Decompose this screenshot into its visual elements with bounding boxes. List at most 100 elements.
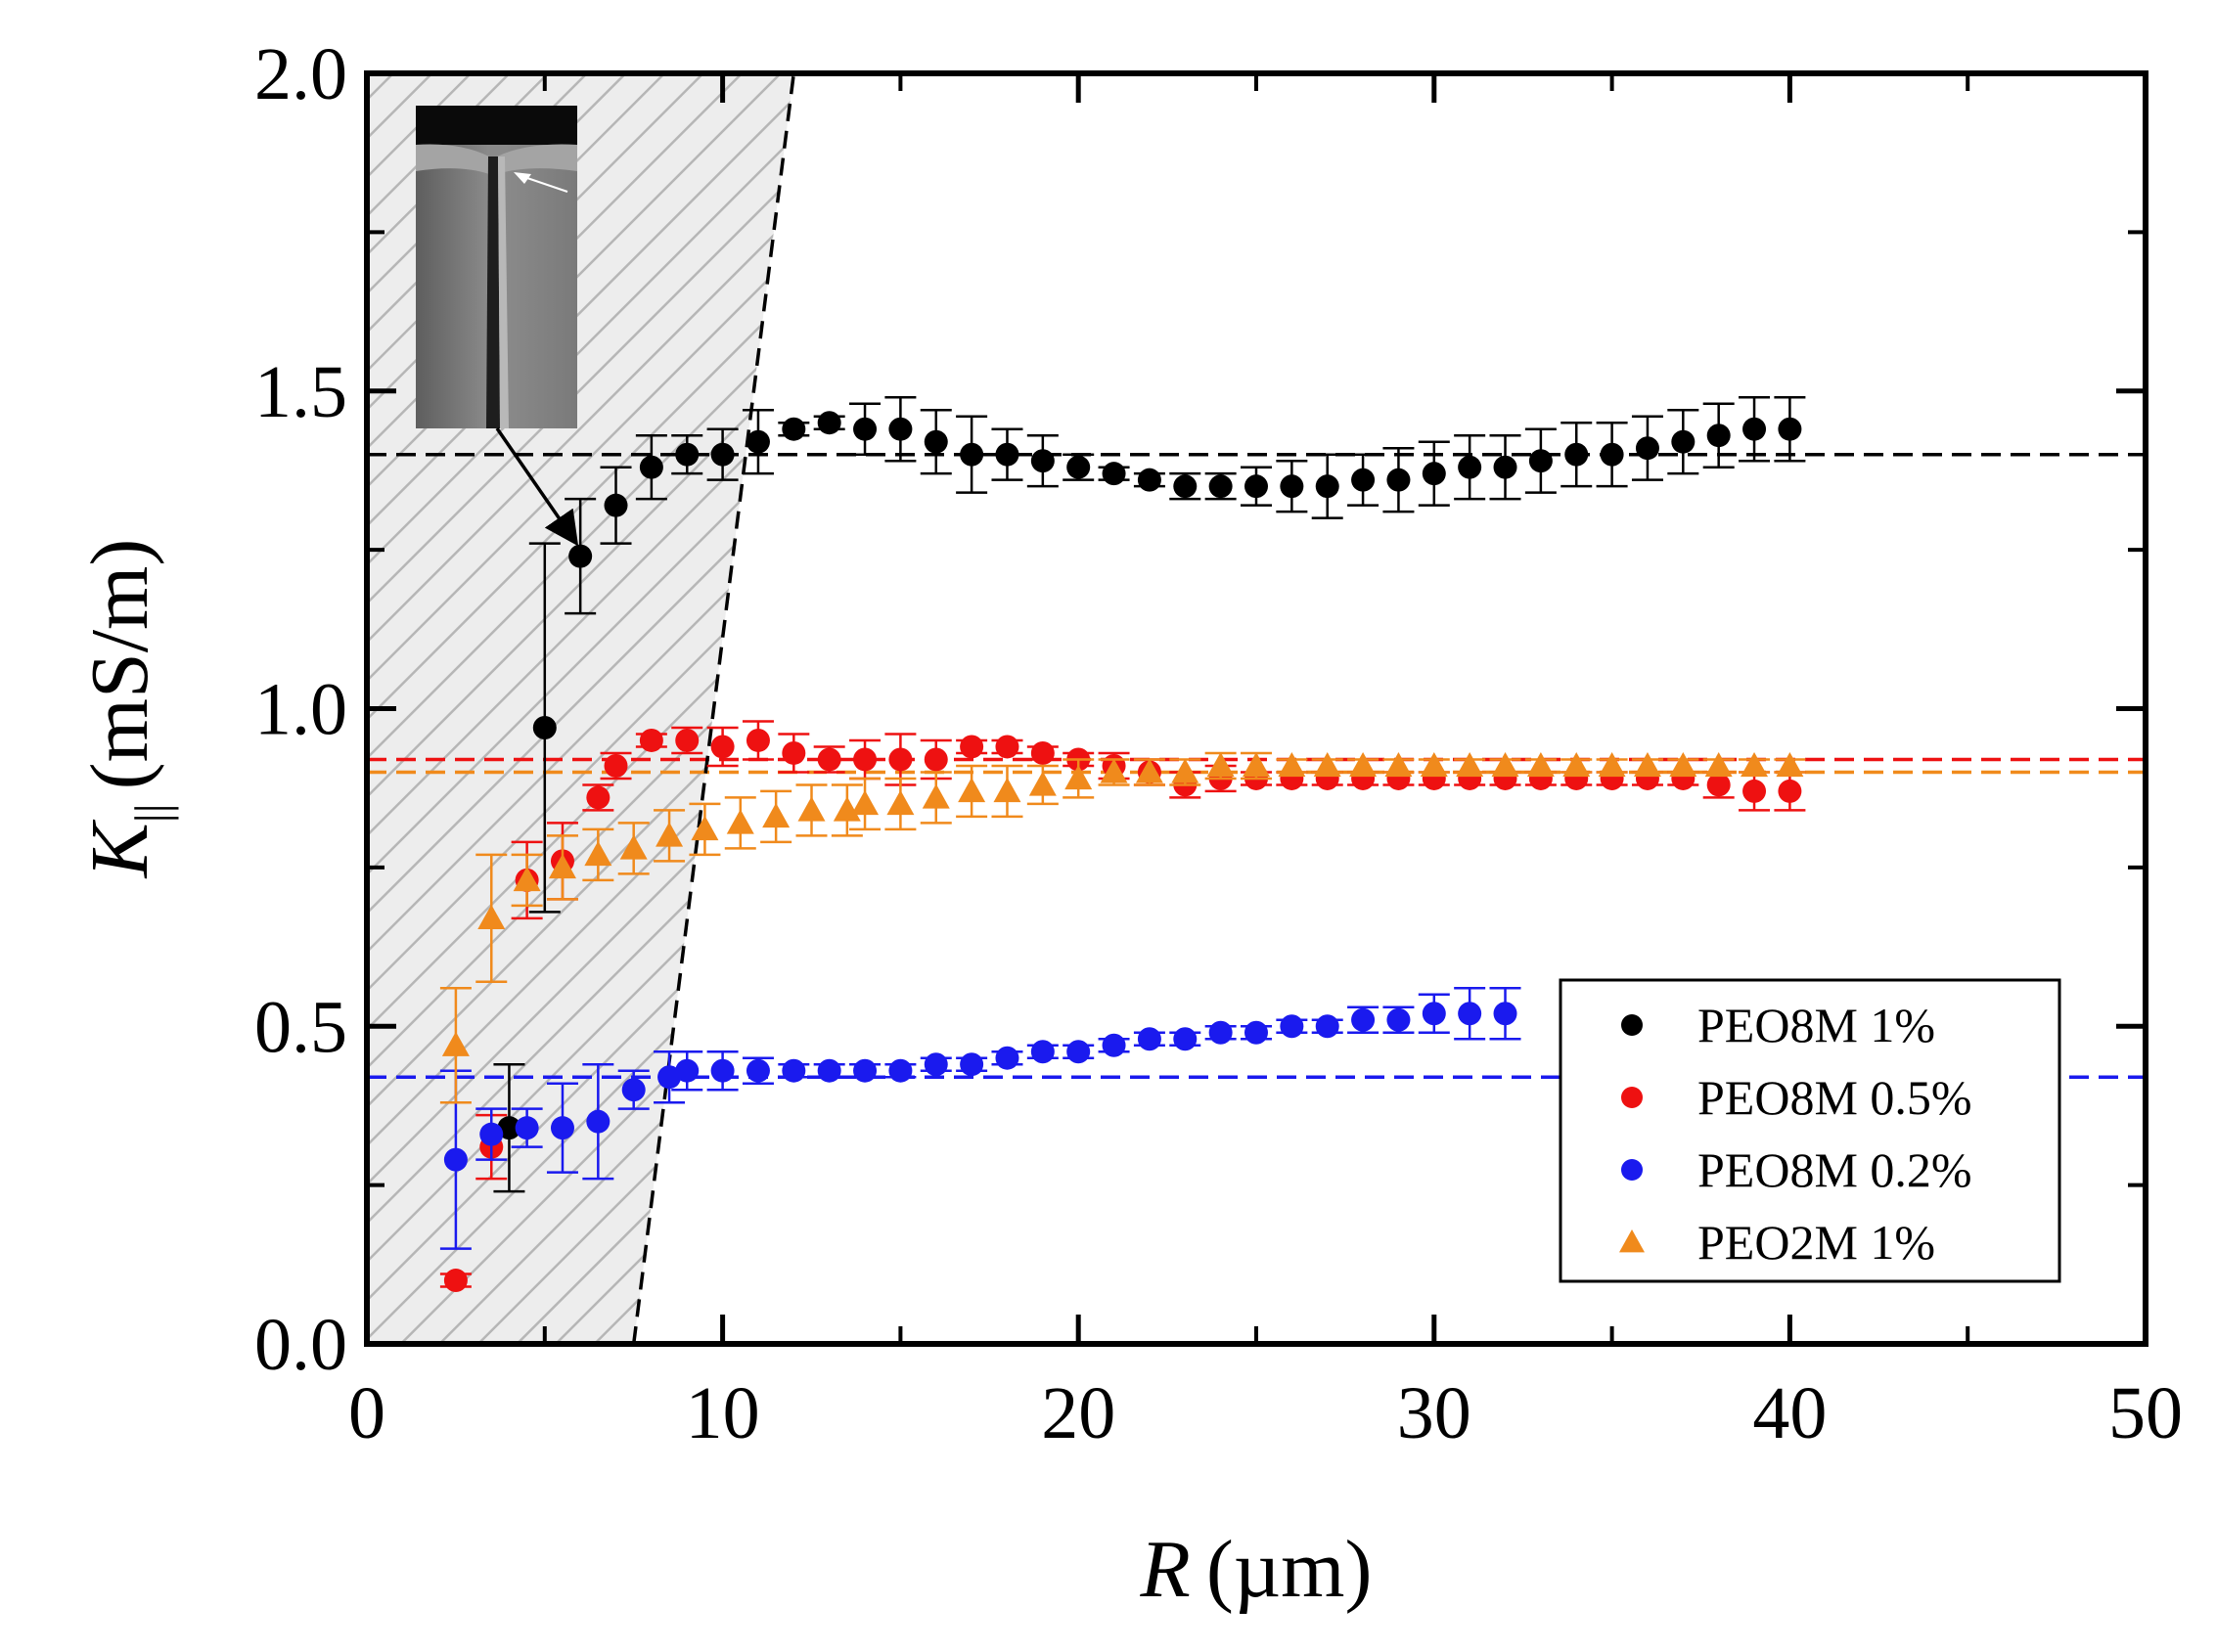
data-point — [1028, 771, 1057, 796]
series-peo8m-1- — [493, 395, 1806, 1193]
data-point — [960, 442, 984, 467]
data-point — [1456, 751, 1484, 778]
series-peo8m-0-2- — [439, 987, 1521, 1250]
data-point — [1598, 751, 1626, 778]
data-point — [1564, 442, 1589, 467]
data-point — [675, 1058, 700, 1083]
legend-label: PEO2M 1% — [1697, 1215, 1935, 1270]
data-point — [1706, 773, 1731, 797]
y-tick-label: 0.5 — [254, 986, 347, 1068]
data-point — [851, 789, 880, 816]
data-point — [995, 442, 1019, 467]
data-point — [639, 728, 663, 752]
y-tick-label: 2.0 — [254, 33, 347, 115]
limit-line — [631, 73, 796, 1344]
legend: PEO8M 1% PEO8M 0.5% PEO8M 0.2% PEO2M 1% — [1559, 978, 2061, 1283]
data-point — [639, 455, 663, 479]
legend-marker — [1619, 1229, 1645, 1253]
data-point — [657, 1065, 682, 1090]
data-point — [817, 1058, 841, 1083]
data-point — [1706, 424, 1731, 448]
data-point — [1173, 1027, 1198, 1051]
data-point — [710, 1058, 735, 1083]
data-point — [995, 735, 1019, 759]
data-point — [1669, 751, 1697, 778]
data-point — [1526, 751, 1555, 778]
data-point — [477, 904, 506, 930]
data-point — [656, 822, 684, 847]
data-point — [1704, 751, 1733, 778]
data-point — [1206, 751, 1235, 778]
data-point — [1562, 751, 1591, 778]
data-point — [1280, 1014, 1304, 1039]
data-point — [1315, 474, 1339, 499]
data-point — [924, 747, 948, 772]
data-point — [782, 1058, 806, 1083]
data-point — [1633, 751, 1661, 778]
data-point — [1030, 1040, 1055, 1064]
data-point — [1171, 758, 1199, 783]
x-axis-title: R (µm) — [1140, 1524, 1373, 1615]
data-point — [1741, 751, 1769, 778]
data-point — [497, 1116, 521, 1140]
data-point — [782, 740, 806, 765]
legend-label: PEO8M 0.5% — [1697, 1070, 1972, 1125]
data-point — [1386, 1007, 1411, 1032]
data-point — [853, 747, 878, 772]
data-point — [726, 809, 754, 834]
data-point — [1278, 751, 1306, 778]
x-tick-label: 20 — [1041, 1372, 1115, 1454]
tick-labels: 0 10 20 30 40 50 0.0 0.5 1.0 1.5 2.0 — [254, 33, 2183, 1454]
data-point — [515, 1116, 539, 1140]
legend-label: PEO8M 1% — [1697, 998, 1935, 1052]
data-point — [550, 1116, 574, 1140]
data-point — [1102, 1033, 1126, 1057]
data-point — [1778, 779, 1802, 803]
data-point — [1066, 455, 1091, 479]
data-point — [1778, 417, 1802, 441]
data-point — [762, 802, 791, 828]
data-point — [1742, 417, 1767, 441]
series-peo2m-1- — [439, 751, 1806, 1104]
data-point — [1671, 429, 1696, 454]
data-point — [532, 715, 557, 739]
data-point — [443, 1269, 468, 1293]
data-point — [1384, 751, 1413, 778]
data-point — [443, 1147, 468, 1172]
legend-label: PEO8M 0.2% — [1697, 1142, 1972, 1197]
data-point — [586, 785, 611, 810]
data-point — [958, 777, 986, 803]
data-point — [853, 417, 878, 441]
data-point — [621, 1078, 646, 1102]
data-point — [1422, 1002, 1446, 1026]
data-point — [619, 834, 648, 860]
data-point — [1208, 1020, 1233, 1045]
axis-ticks — [364, 70, 2148, 1347]
data-point — [513, 866, 541, 892]
data-point — [1600, 442, 1624, 467]
data-point — [817, 747, 841, 772]
data-point — [1066, 1040, 1091, 1064]
x-tick-label: 10 — [686, 1372, 760, 1454]
data-point — [924, 429, 948, 454]
data-point — [1030, 449, 1055, 473]
data-point — [1635, 436, 1659, 461]
data-point — [1458, 1002, 1482, 1026]
data-point — [675, 728, 700, 752]
data-point — [710, 735, 735, 759]
inset-image — [416, 106, 577, 428]
data-point — [1173, 474, 1198, 499]
data-point — [1137, 468, 1161, 492]
data-point — [746, 429, 770, 454]
data-point — [1420, 751, 1448, 778]
data-point — [1064, 764, 1093, 790]
legend-marker — [1621, 1159, 1643, 1181]
y-tick-label: 1.5 — [254, 351, 347, 433]
data-point — [853, 1058, 878, 1083]
data-point — [1313, 751, 1341, 778]
data-point — [1742, 779, 1767, 803]
data-point — [691, 815, 719, 841]
data-point — [586, 1109, 611, 1134]
data-point — [604, 493, 628, 517]
